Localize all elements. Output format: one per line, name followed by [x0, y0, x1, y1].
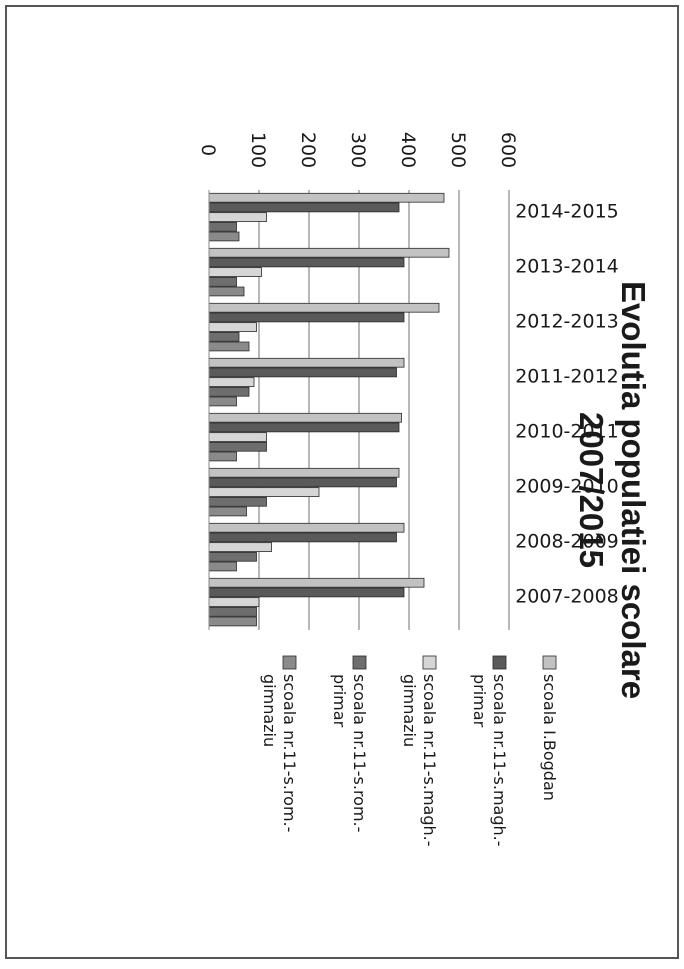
category-label: 2010-2011	[515, 421, 619, 443]
bar	[209, 313, 404, 322]
x-tick-label: 500	[447, 132, 469, 168]
bar	[209, 323, 257, 332]
bar	[209, 378, 254, 387]
legend-label: primar	[470, 674, 489, 728]
legend-swatch	[543, 656, 556, 669]
bar	[209, 552, 257, 561]
bar	[209, 588, 404, 597]
legend-label: scoala nr.11-s.rom.-	[350, 674, 369, 832]
legend-label: gimnaziu	[260, 674, 279, 747]
legend-label: gimnaziu	[400, 674, 419, 747]
bar	[209, 387, 249, 396]
bar	[209, 598, 259, 607]
bar	[209, 258, 404, 267]
bar	[209, 193, 444, 202]
bar	[209, 342, 249, 351]
bar	[209, 213, 267, 222]
category-label: 2012-2013	[515, 311, 619, 333]
bar	[209, 497, 267, 506]
legend-label: scoala I.Bogdan	[540, 674, 559, 801]
x-tick-label: 600	[497, 132, 519, 168]
bar	[209, 368, 397, 377]
bar	[209, 358, 404, 367]
bar	[209, 248, 449, 257]
legend-label: primar	[330, 674, 349, 728]
bar	[209, 287, 244, 296]
bar	[209, 617, 257, 626]
bar	[209, 413, 402, 422]
bar	[209, 268, 262, 277]
bar	[209, 533, 397, 542]
bar	[209, 523, 404, 532]
bar	[209, 543, 272, 552]
category-label: 2011-2012	[515, 366, 619, 388]
bar	[209, 468, 399, 477]
legend-label: scoala nr.11-s.magh.-	[490, 674, 509, 847]
bar	[209, 478, 397, 487]
chart-title-line-1: Evolutia populatiei scolare	[615, 281, 652, 699]
bar	[209, 433, 267, 442]
category-label: 2009-2010	[515, 476, 619, 498]
bar	[209, 607, 257, 616]
bar	[209, 332, 239, 341]
x-tick-label: 200	[297, 132, 319, 168]
legend-label: scoala nr.11-s.rom.-	[280, 674, 299, 832]
category-label: 2008-2009	[515, 531, 619, 553]
x-tick-label: 300	[347, 132, 369, 168]
bar	[209, 222, 237, 231]
bar	[209, 203, 399, 212]
x-tick-label: 0	[197, 144, 219, 156]
legend-swatch	[423, 656, 436, 669]
bar	[209, 397, 237, 406]
bar	[209, 442, 267, 451]
bar	[209, 277, 237, 286]
legend-swatch	[283, 656, 296, 669]
bar	[209, 507, 247, 516]
bar	[209, 578, 424, 587]
bar	[209, 232, 239, 241]
bar	[209, 488, 319, 497]
category-label: 2014-2015	[515, 201, 619, 223]
x-tick-label: 100	[247, 132, 269, 168]
legend-label: scoala nr.11-s.magh.-	[420, 674, 439, 847]
bar	[209, 452, 237, 461]
bar	[209, 423, 399, 432]
bar	[209, 562, 237, 571]
category-label: 2013-2014	[515, 256, 619, 278]
legend-swatch	[493, 656, 506, 669]
x-tick-label: 400	[397, 132, 419, 168]
legend-swatch	[353, 656, 366, 669]
bar	[209, 303, 439, 312]
category-label: 2007-2008	[515, 586, 619, 608]
